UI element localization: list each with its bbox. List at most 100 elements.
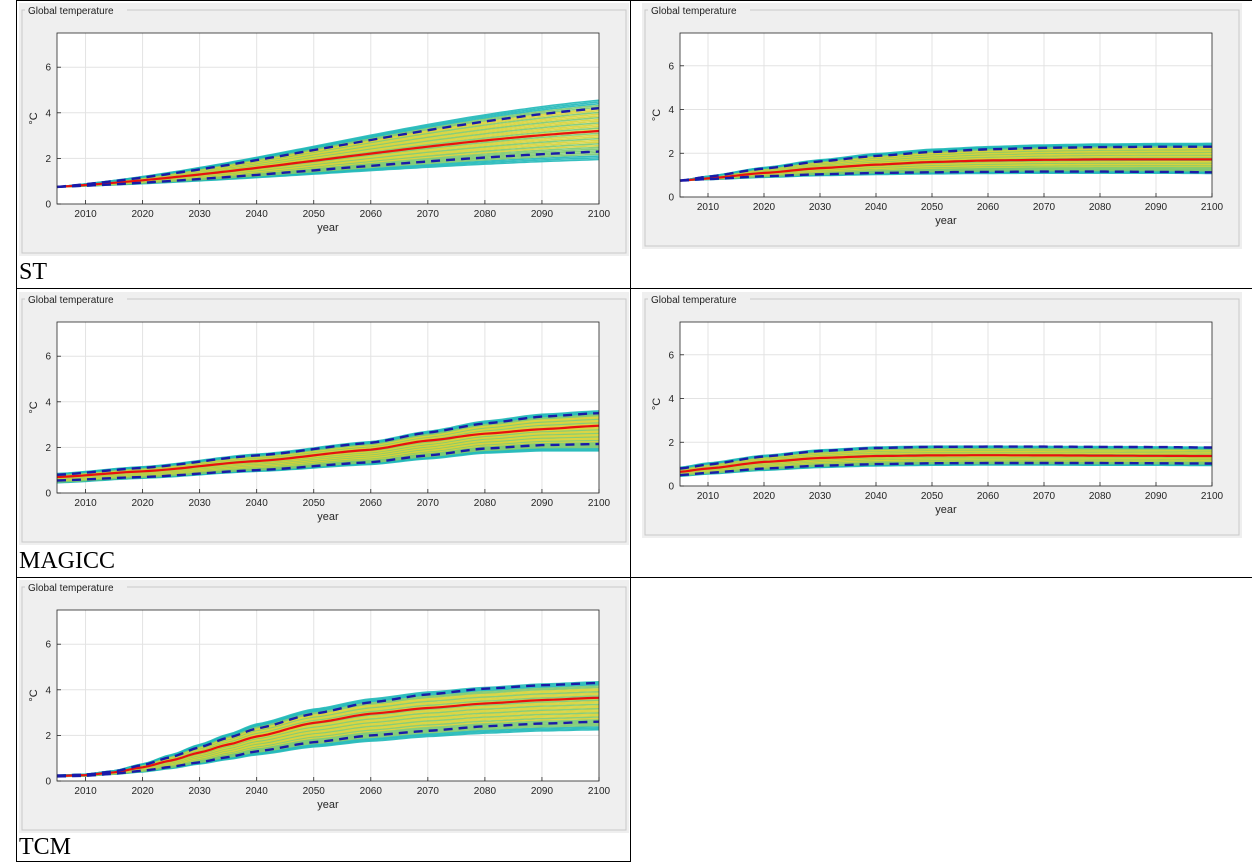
lower-bound-line: [679, 461, 1212, 477]
x-tick-label: 2080: [474, 498, 497, 509]
x-tick-label: 2100: [588, 498, 611, 509]
ensemble-line: [56, 681, 600, 777]
y-tick-label: 0: [668, 482, 674, 493]
y-tick-label: 4: [45, 108, 51, 119]
panel-border: [21, 586, 627, 831]
x-tick-label: 2040: [246, 209, 269, 220]
x-tick-label: 2030: [189, 786, 212, 797]
x-tick-label: 2060: [977, 491, 1000, 502]
x-tick-label: 2030: [189, 209, 212, 220]
x-tick-label: 2080: [1089, 202, 1112, 213]
x-tick-label: 2030: [189, 498, 212, 509]
lower-bound-line: [679, 170, 1212, 182]
axes-box: [56, 609, 600, 782]
lower-bound-line: [56, 150, 600, 189]
x-tick-label: 2070: [1033, 202, 1056, 213]
row-label-st: ST: [19, 259, 48, 285]
x-tick-label: 2050: [921, 202, 944, 213]
chart-panel: Global temperature 2010 2020 2030 2040 2050 20…: [642, 292, 1242, 538]
x-axis-label: year: [317, 222, 339, 234]
chart-title: Global temperature: [28, 583, 114, 594]
x-tick-label: 2070: [417, 786, 440, 797]
chart-title: Global temperature: [651, 6, 737, 17]
x-tick-label: 2060: [360, 498, 383, 509]
y-tick-label: 2: [45, 731, 51, 742]
x-tick-label: 2090: [1145, 491, 1168, 502]
title-background: [648, 4, 750, 17]
x-tick-label: 2050: [921, 491, 944, 502]
x-tick-label: 2070: [1033, 491, 1056, 502]
x-tick-label: 2090: [531, 209, 554, 220]
x-tick-label: 2080: [474, 209, 497, 220]
x-axis-label: year: [935, 504, 957, 516]
x-tick-label: 2010: [697, 491, 720, 502]
y-tick-label: 2: [45, 154, 51, 165]
x-tick-label: 2050: [303, 209, 326, 220]
x-axis-label: year: [317, 799, 339, 811]
panel-st-right: Global temperature 2010 2020 2030 2040 2050 20…: [642, 3, 1242, 249]
x-tick-label: 2040: [246, 498, 269, 509]
x-tick-label: 2090: [531, 498, 554, 509]
y-tick-label: 6: [668, 350, 674, 361]
median-line: [56, 696, 600, 778]
x-tick-label: 2060: [360, 786, 383, 797]
x-tick-label: 2080: [1089, 491, 1112, 502]
x-tick-label: 2090: [531, 786, 554, 797]
ensemble-line: [679, 445, 1212, 469]
median-line: [679, 158, 1212, 182]
x-tick-label: 2010: [697, 202, 720, 213]
x-tick-label: 2100: [588, 786, 611, 797]
x-tick-label: 2100: [1201, 202, 1224, 213]
chart-title: Global temperature: [651, 295, 737, 306]
panel-border: [644, 298, 1240, 536]
y-tick-label: 6: [668, 61, 674, 72]
y-tick-label: 2: [668, 149, 674, 160]
x-tick-label: 2100: [588, 209, 611, 220]
x-tick-label: 2050: [303, 786, 326, 797]
x-tick-label: 2100: [1201, 491, 1224, 502]
title-background: [648, 293, 750, 306]
panel-magicc-right: Global temperature 2010 2020 2030 2040 2050 20…: [642, 292, 1242, 538]
axes-box: [679, 321, 1213, 487]
y-tick-label: 6: [45, 352, 51, 363]
y-tick-label: 0: [668, 193, 674, 204]
lower-bound-line: [56, 720, 600, 778]
x-tick-label: 2090: [1145, 202, 1168, 213]
y-tick-label: 4: [668, 394, 674, 405]
x-tick-label: 2020: [131, 209, 154, 220]
table-row-divider-1: [16, 288, 1252, 289]
title-background: [25, 4, 127, 17]
chart-panel: Global temperature 2010 2020 2030 2040 2050 20…: [19, 580, 629, 833]
panel-border: [644, 9, 1240, 247]
x-tick-label: 2020: [131, 498, 154, 509]
y-axis-label: °C: [651, 398, 663, 410]
y-tick-label: 6: [45, 640, 51, 651]
y-tick-label: 6: [45, 63, 51, 74]
panel-border: [21, 298, 627, 543]
table-row-divider-2: [16, 577, 1252, 578]
axes-box: [679, 32, 1213, 198]
x-tick-label: 2030: [809, 202, 832, 213]
chart-panel: Global temperature 2010 2020 2030 2040 2050 20…: [19, 292, 629, 545]
row-label-tcm: TCM: [19, 834, 72, 860]
table-column-divider: [630, 0, 631, 862]
y-tick-label: 4: [45, 685, 51, 696]
y-tick-label: 0: [45, 200, 51, 211]
title-background: [25, 293, 127, 306]
chart-panel: Global temperature 2010 2020 2030 2040 2050 20…: [19, 3, 629, 256]
x-tick-label: 2030: [809, 491, 832, 502]
chart-panel: Global temperature 2010 2020 2030 2040 2050 20…: [642, 3, 1242, 249]
y-tick-label: 4: [668, 105, 674, 116]
table-border-left: [16, 0, 17, 862]
y-tick-label: 2: [45, 443, 51, 454]
x-tick-label: 2080: [474, 786, 497, 797]
chart-title: Global temperature: [28, 295, 114, 306]
x-tick-label: 2060: [360, 209, 383, 220]
median-line: [56, 129, 600, 188]
